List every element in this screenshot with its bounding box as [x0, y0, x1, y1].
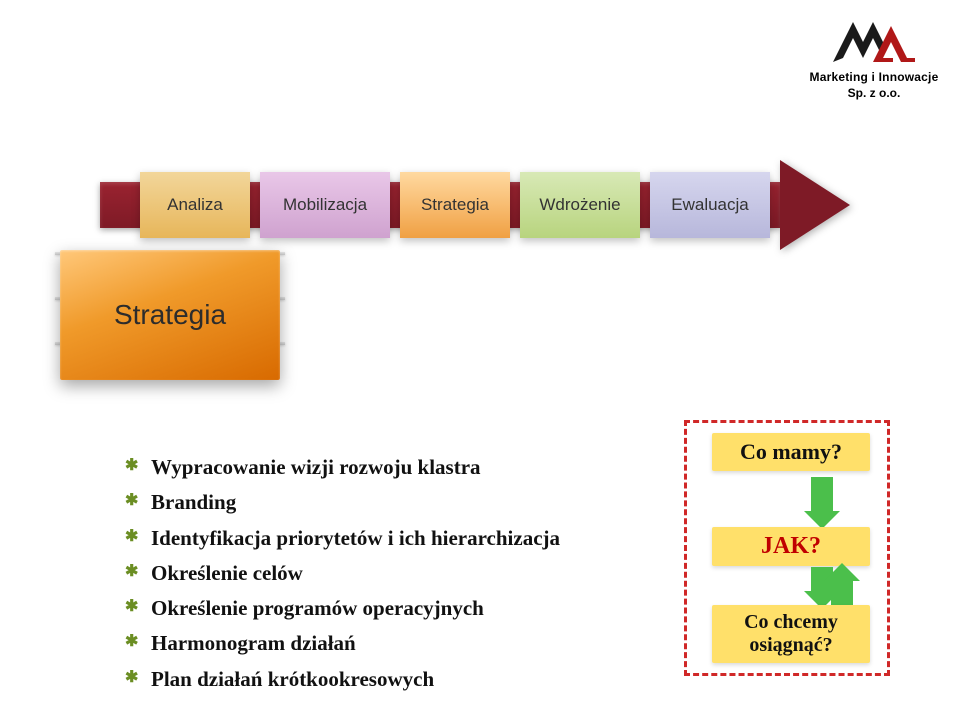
- highlight-title: Strategia: [114, 299, 226, 331]
- bullet-item: Plan działań krótkookresowych: [125, 666, 645, 692]
- stage-analiza: Analiza: [140, 172, 250, 238]
- company-logo: Marketing i Innowacje Sp. z o.o.: [804, 10, 944, 100]
- logo-line1: Marketing i Innowacje: [804, 70, 944, 84]
- stage-label: Mobilizacja: [283, 195, 367, 215]
- stage-label: Analiza: [167, 195, 223, 215]
- question-mid-punct: ?: [809, 533, 821, 559]
- process-arrow: Analiza Mobilizacja Strategia Wdrożenie Ewal…: [100, 160, 860, 250]
- slide: Marketing i Innowacje Sp. z o.o. Analiza…: [0, 0, 960, 720]
- logo-mark-icon: [829, 10, 919, 68]
- bullet-list: Wypracowanie wizji rozwoju klastra Brandi…: [85, 454, 645, 701]
- question-mid: JAK?: [712, 527, 870, 566]
- bullet-item: Określenie celów: [125, 560, 645, 586]
- stage-ewaluacja: Ewaluacja: [650, 172, 770, 238]
- logo-line2: Sp. z o.o.: [804, 86, 944, 100]
- stage-mobilizacja: Mobilizacja: [260, 172, 390, 238]
- arrow-down-icon: [811, 477, 833, 511]
- stage-label: Ewaluacja: [671, 195, 749, 215]
- bullet-item: Branding: [125, 489, 645, 515]
- question-top: Co mamy?: [712, 433, 870, 471]
- bullet-item: Określenie programów operacyjnych: [125, 595, 645, 621]
- bullet-item: Wypracowanie wizji rozwoju klastra: [125, 454, 645, 480]
- stage-wdrożenie: Wdrożenie: [520, 172, 640, 238]
- stage-strategia: Strategia: [400, 172, 510, 238]
- arrow-head-icon: [780, 160, 850, 250]
- question-mid-text: JAK: [761, 533, 809, 559]
- question-bot: Co chcemy osiągnąć?: [712, 605, 870, 663]
- bullet-item: Identyfikacja priorytetów i ich hierarch…: [125, 525, 645, 551]
- question-frame: Co mamy? JAK? Co chcemy osiągnąć?: [684, 420, 890, 676]
- stage-label: Strategia: [421, 195, 489, 215]
- highlight-box: Strategia: [60, 250, 280, 380]
- bullet-item: Harmonogram działań: [125, 630, 645, 656]
- stage-label: Wdrożenie: [539, 195, 620, 215]
